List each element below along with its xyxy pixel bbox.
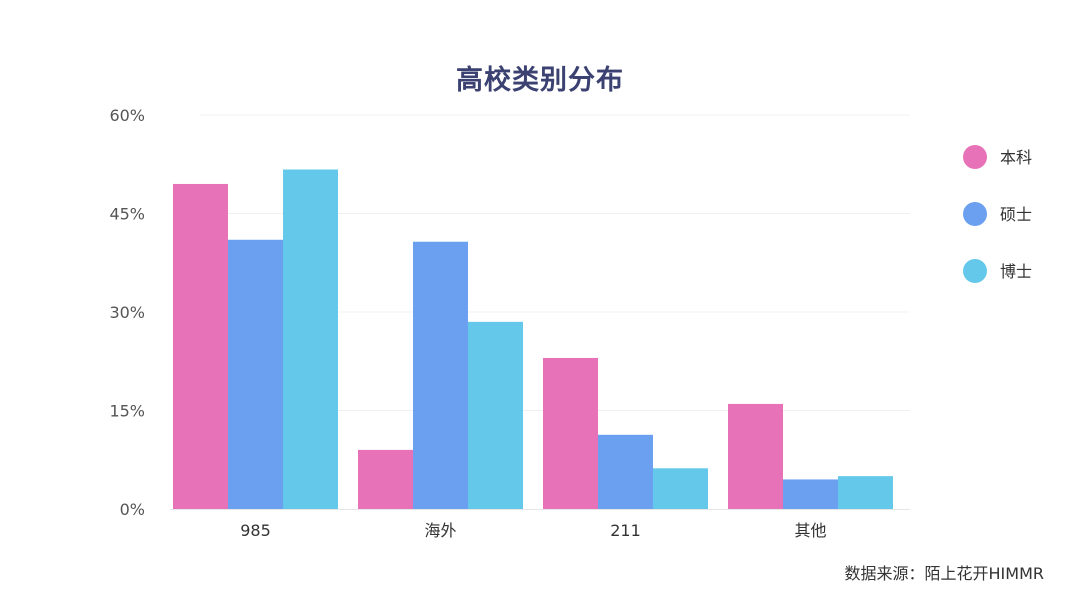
x-tick-label: 211	[610, 521, 641, 540]
bar-博士-985	[283, 169, 338, 509]
legend-label: 博士	[1000, 262, 1032, 281]
bars	[173, 169, 893, 509]
bar-博士-其他	[838, 476, 893, 509]
y-tick-label: 45%	[109, 205, 145, 224]
y-tick-label: 60%	[109, 106, 145, 125]
legend-swatch	[963, 202, 987, 226]
x-tick-label: 985	[240, 521, 271, 540]
legend-label: 本科	[1000, 148, 1032, 167]
chart-title: 高校类别分布	[456, 65, 624, 96]
x-tick-label: 海外	[424, 521, 456, 540]
legend-swatch	[963, 145, 987, 169]
bar-硕士-其他	[783, 479, 838, 509]
x-axis-ticks: 985 海外 211 其他	[240, 521, 826, 540]
legend-label: 硕士	[1000, 205, 1032, 224]
source-note: 数据来源：陌上花开HIMMR	[844, 564, 1044, 583]
bar-本科-海外	[358, 449, 413, 509]
bar-博士-211	[653, 468, 708, 509]
y-tick-label: 0%	[120, 500, 145, 519]
y-axis-ticks: 0% 15% 30% 45% 60%	[109, 106, 145, 519]
bar-本科-211	[543, 357, 598, 509]
x-tick-label: 其他	[794, 521, 826, 540]
legend-swatch	[963, 259, 987, 283]
bar-本科-985	[173, 183, 228, 509]
y-tick-label: 15%	[109, 402, 145, 421]
bar-硕士-211	[598, 434, 653, 509]
bar-博士-海外	[468, 321, 523, 509]
bar-本科-其他	[728, 403, 783, 509]
y-tick-label: 30%	[109, 303, 145, 322]
bar-硕士-海外	[413, 241, 468, 509]
bar-硕士-985	[228, 239, 283, 509]
